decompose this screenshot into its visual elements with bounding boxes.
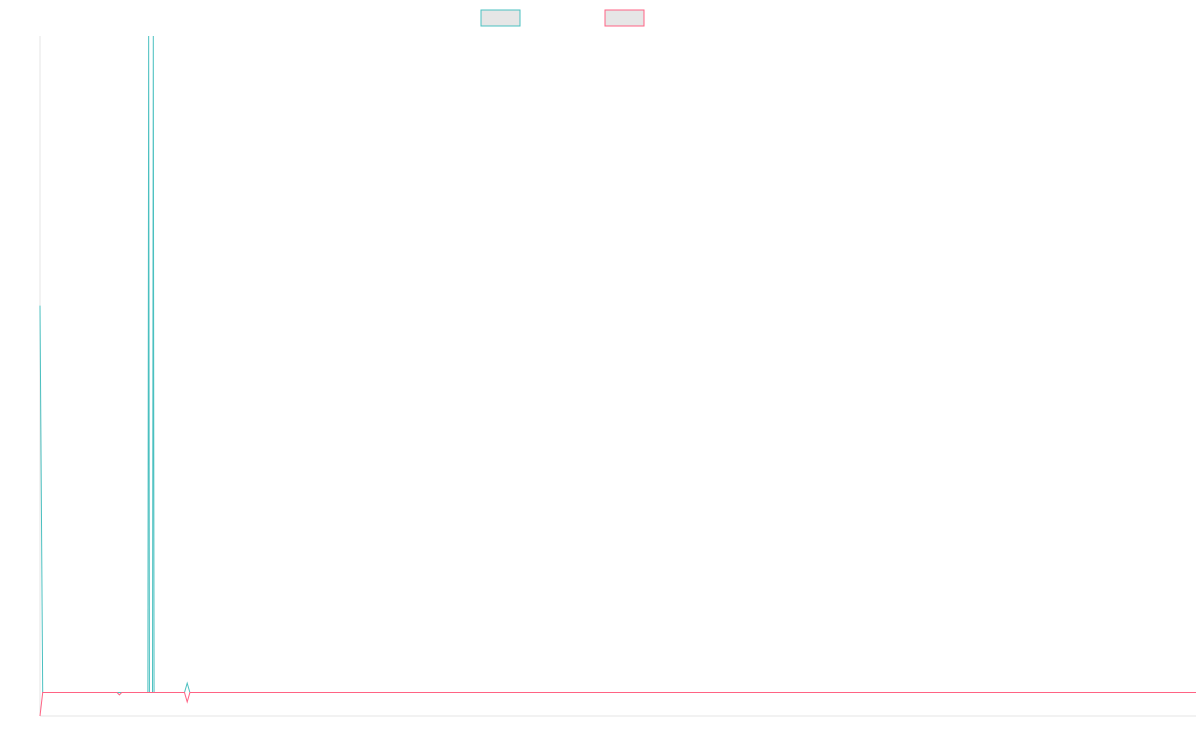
- series-line-2: [39, 692, 1196, 717]
- legend-swatch-1[interactable]: [480, 9, 521, 27]
- chart-axes: [39, 36, 1196, 717]
- legend[interactable]: [480, 9, 645, 27]
- legend-swatch-2[interactable]: [604, 9, 645, 27]
- series-line-1: [39, 35, 1196, 694]
- series-layer: [39, 35, 1196, 717]
